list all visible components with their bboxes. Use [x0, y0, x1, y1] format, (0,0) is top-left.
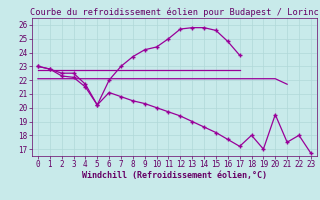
- Title: Courbe du refroidissement éolien pour Budapest / Lorinc: Courbe du refroidissement éolien pour Bu…: [30, 8, 319, 17]
- X-axis label: Windchill (Refroidissement éolien,°C): Windchill (Refroidissement éolien,°C): [82, 171, 267, 180]
